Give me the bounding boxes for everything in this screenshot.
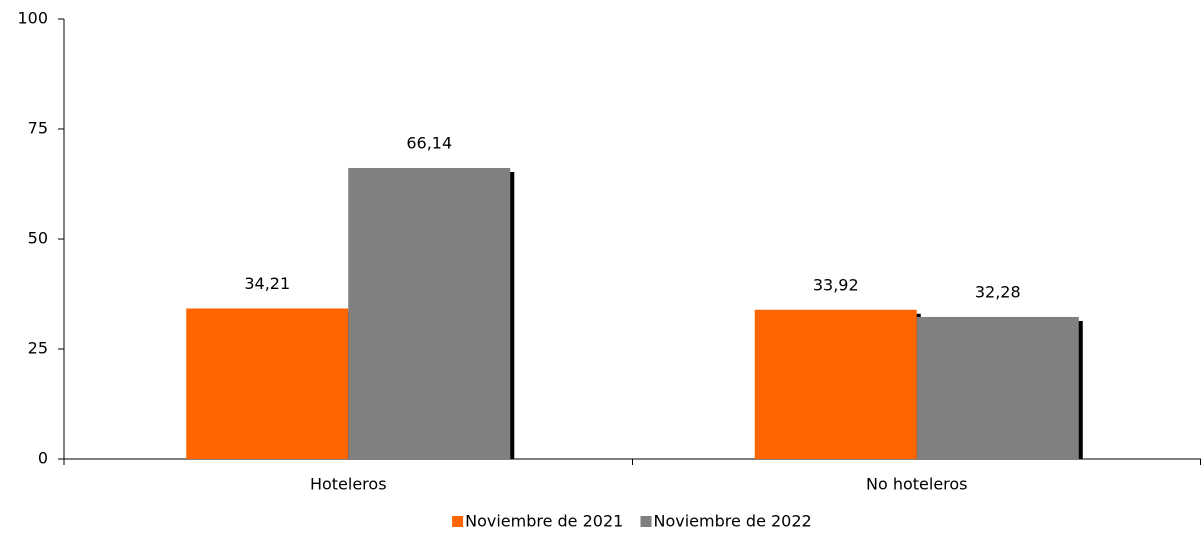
bar — [348, 167, 511, 459]
value-label: 66,14 — [406, 133, 452, 152]
y-tick-label: 0 — [38, 449, 48, 468]
y-tick-label: 50 — [28, 229, 48, 248]
value-label: 34,21 — [244, 274, 290, 293]
bar — [916, 316, 1079, 459]
y-tick-label: 100 — [17, 9, 48, 28]
legend-swatch — [452, 516, 464, 527]
value-label: 32,28 — [975, 282, 1021, 301]
y-tick-label: 25 — [28, 339, 48, 358]
legend-label: Noviembre de 2022 — [654, 512, 812, 531]
value-label: 33,92 — [813, 275, 859, 294]
bar — [754, 309, 917, 459]
x-tick-label: No hoteleros — [866, 475, 968, 494]
bar — [186, 308, 349, 459]
y-tick-label: 75 — [28, 119, 48, 138]
legend-swatch — [640, 516, 652, 527]
x-tick-label: Hoteleros — [310, 475, 387, 494]
legend-label: Noviembre de 2021 — [465, 512, 623, 531]
